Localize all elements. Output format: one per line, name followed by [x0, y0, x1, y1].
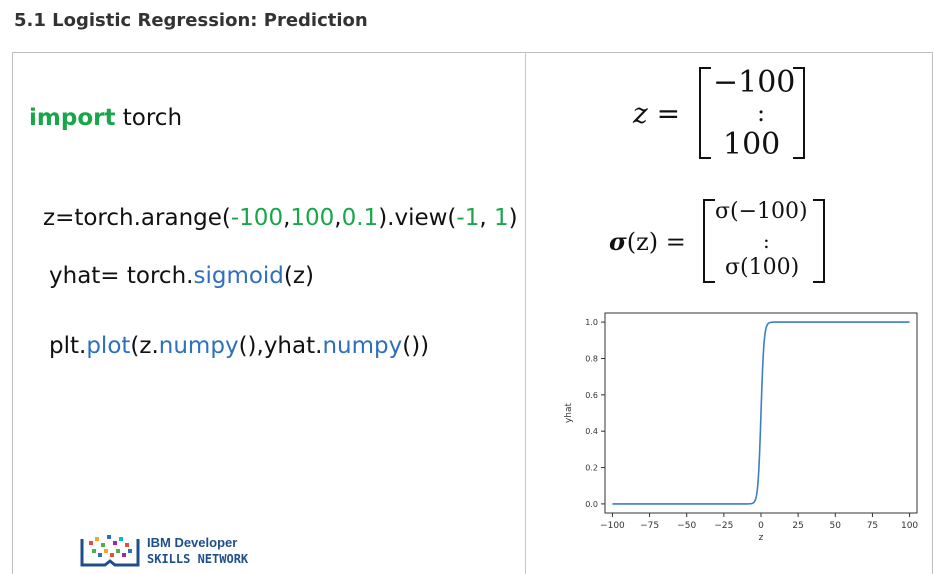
- x-tick-label: 50: [830, 521, 842, 531]
- code-number: 0.1: [341, 205, 379, 231]
- logo-line-2: SKILLS NETWORK: [147, 552, 249, 566]
- sigma-bot: σ(100): [725, 255, 800, 280]
- code-text: ,: [334, 205, 342, 231]
- sigmoid-chart: −100 −75 −50 −25 0 25 50 75 100 0.0 0.2 0.4 0.6 0.8 1.…: [564, 312, 918, 543]
- x-axis-label: z: [759, 533, 764, 543]
- y-tick-label: 0.6: [585, 391, 598, 400]
- logo-line-1: IBM Developer: [147, 535, 238, 550]
- y-tick-label: 0.0: [585, 500, 598, 509]
- z-bracket-right: [793, 67, 805, 159]
- y-tick-label: 0.4: [585, 427, 598, 436]
- code-text: ): [508, 205, 518, 231]
- code-number: -100: [230, 205, 284, 231]
- sigma-lhs-rest: (z) =: [626, 228, 686, 256]
- code-text: yhat= torch.: [49, 263, 194, 289]
- y-tick-label: 1.0: [585, 318, 598, 327]
- code-text: (),yhat.: [238, 333, 323, 359]
- code-number: -1: [456, 205, 480, 231]
- keyword-import: import: [29, 105, 116, 131]
- code-text: z=torch.arange(: [43, 205, 231, 231]
- code-line-import: import torch: [29, 105, 182, 131]
- sigma-symbol: σ: [609, 227, 627, 256]
- code-text: plt.: [49, 333, 87, 359]
- code-line-plot: plt.plot(z.numpy(),yhat.numpy()): [49, 333, 429, 359]
- z-mid: :: [757, 99, 766, 127]
- code-number: 1: [493, 205, 509, 231]
- slide-divider: [525, 53, 526, 574]
- x-tick-label: −50: [677, 521, 696, 531]
- code-function: numpy: [158, 333, 239, 359]
- sigma-bracket-right: [813, 199, 825, 283]
- x-tick-label: 100: [901, 521, 918, 531]
- sigma-lhs: σ(z) =: [609, 227, 686, 256]
- code-function: sigmoid: [193, 263, 284, 289]
- code-text: ,: [283, 205, 291, 231]
- code-line-sigmoid: yhat= torch.sigmoid(z): [49, 263, 314, 289]
- y-tick-label: 0.2: [585, 464, 598, 473]
- code-text: ).view(: [378, 205, 457, 231]
- code-text: ,: [479, 205, 494, 231]
- code-text: ()): [402, 333, 430, 359]
- z-bot: 100: [723, 127, 781, 162]
- code-text: (z): [283, 263, 314, 289]
- x-tick-label: −25: [714, 521, 733, 531]
- code-function: numpy: [322, 333, 403, 359]
- sigma-top: σ(−100): [715, 199, 808, 224]
- x-tick-label: −75: [640, 521, 659, 531]
- ibm-logo-icon: [80, 535, 140, 567]
- z-bracket-left: [699, 67, 711, 159]
- ibm-skills-network-logo: IBM Developer SKILLS NETWORK: [79, 531, 248, 573]
- code-text: (z.: [130, 333, 159, 359]
- x-tick-label: −100: [600, 521, 625, 531]
- x-tick-label: 75: [867, 521, 878, 531]
- code-line-arange: z=torch.arange(-100,100,0.1).view(-1, 1): [43, 205, 518, 231]
- x-tick-label: 25: [792, 521, 803, 531]
- z-lhs: z =: [633, 97, 681, 130]
- z-top: −100: [713, 65, 796, 100]
- sigma-mid: :: [763, 229, 770, 253]
- page-heading: 5.1 Logistic Regression: Prediction: [14, 10, 368, 31]
- series-line-sigmoid: [612, 321, 910, 505]
- y-tick-label: 0.8: [585, 354, 598, 363]
- x-tick-label: 0: [758, 521, 764, 531]
- y-axis-label: yhat: [564, 402, 574, 423]
- code-text: torch: [115, 105, 183, 131]
- slide: import torch z=torch.arange(-100,100,0.1…: [12, 52, 933, 574]
- code-number: 100: [290, 205, 335, 231]
- sigma-bracket-left: [703, 199, 715, 283]
- code-function: plot: [86, 333, 131, 359]
